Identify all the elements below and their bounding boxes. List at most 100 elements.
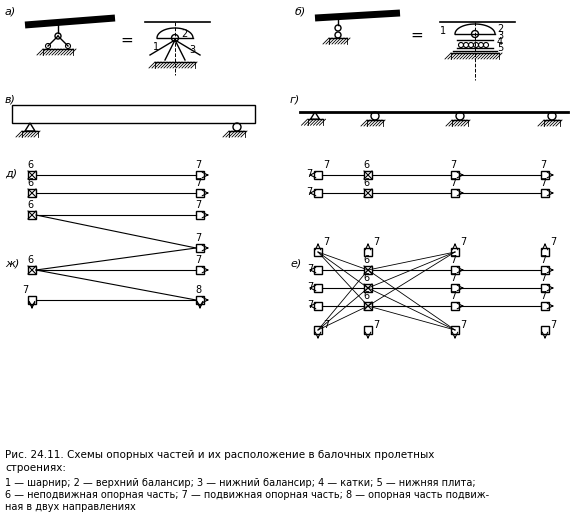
- Bar: [314, 302, 322, 310]
- Bar: [541, 302, 549, 310]
- Bar: [544, 120, 560, 126]
- Bar: [364, 326, 372, 334]
- Bar: [196, 296, 204, 304]
- Text: 2: 2: [181, 29, 187, 39]
- Bar: [196, 266, 204, 274]
- Bar: [314, 189, 322, 197]
- Bar: [28, 211, 36, 219]
- Text: 1 — шарнир; 2 — верхний балансир; 3 — нижний балансир; 4 — катки; 5 — нижняя пли: 1 — шарнир; 2 — верхний балансир; 3 — ни…: [5, 478, 476, 488]
- Bar: [451, 302, 459, 310]
- Text: 7: 7: [195, 160, 201, 170]
- Text: 7: 7: [195, 233, 201, 243]
- Text: 5: 5: [497, 43, 503, 53]
- Bar: [451, 326, 459, 334]
- Text: 7: 7: [323, 237, 329, 247]
- Bar: [196, 244, 204, 252]
- Text: 7: 7: [373, 320, 379, 330]
- Text: 7: 7: [540, 291, 546, 301]
- Bar: [308, 119, 323, 125]
- Bar: [364, 302, 372, 310]
- Text: г): г): [290, 95, 300, 105]
- Text: 6: 6: [363, 178, 369, 188]
- Bar: [12, 105, 255, 123]
- Bar: [28, 266, 36, 274]
- Bar: [196, 211, 204, 219]
- Bar: [541, 189, 549, 197]
- Text: 7: 7: [307, 264, 313, 274]
- Bar: [452, 120, 468, 126]
- Text: 7: 7: [373, 237, 379, 247]
- Text: б): б): [295, 7, 306, 17]
- Bar: [229, 131, 245, 137]
- Bar: [22, 131, 38, 137]
- Text: 7: 7: [323, 320, 329, 330]
- Bar: [541, 171, 549, 179]
- Text: 7: 7: [22, 285, 28, 295]
- Text: 6: 6: [363, 160, 369, 170]
- Text: 6: 6: [27, 160, 33, 170]
- Text: 7: 7: [450, 273, 456, 283]
- Text: 1: 1: [153, 42, 159, 52]
- Bar: [541, 326, 549, 334]
- Text: 7: 7: [540, 255, 546, 265]
- Text: 7: 7: [306, 169, 312, 179]
- Text: 7: 7: [460, 237, 466, 247]
- Bar: [364, 171, 372, 179]
- Text: 7: 7: [550, 237, 556, 247]
- Bar: [28, 296, 36, 304]
- Text: 7: 7: [450, 291, 456, 301]
- Bar: [196, 171, 204, 179]
- Bar: [314, 266, 322, 274]
- Bar: [196, 189, 204, 197]
- Text: 2: 2: [497, 24, 503, 34]
- Bar: [329, 38, 347, 44]
- Bar: [155, 62, 195, 68]
- Text: 6: 6: [363, 291, 369, 301]
- Text: 6 — неподвижная опорная часть; 7 — подвижная опорная часть; 8 — опорная часть по: 6 — неподвижная опорная часть; 7 — подви…: [5, 490, 489, 500]
- Text: 7: 7: [550, 320, 556, 330]
- Text: 7: 7: [323, 160, 329, 170]
- Text: 7: 7: [450, 178, 456, 188]
- Text: 7: 7: [195, 178, 201, 188]
- Text: 3: 3: [189, 45, 195, 55]
- Text: 6: 6: [363, 255, 369, 265]
- Text: 1: 1: [440, 26, 446, 36]
- Bar: [28, 189, 36, 197]
- Text: =: =: [410, 28, 423, 42]
- Bar: [541, 248, 549, 256]
- Bar: [451, 266, 459, 274]
- Bar: [314, 171, 322, 179]
- Bar: [541, 284, 549, 292]
- Text: д): д): [5, 168, 17, 178]
- Text: 8: 8: [195, 285, 201, 295]
- Text: 6: 6: [27, 200, 33, 210]
- Text: 7: 7: [460, 320, 466, 330]
- Text: 7: 7: [450, 160, 456, 170]
- Text: 7: 7: [540, 273, 546, 283]
- Bar: [367, 120, 383, 126]
- Text: 7: 7: [540, 160, 546, 170]
- Text: 6: 6: [363, 273, 369, 283]
- Bar: [451, 53, 499, 59]
- Bar: [364, 284, 372, 292]
- Bar: [43, 49, 73, 55]
- Bar: [28, 171, 36, 179]
- Bar: [314, 248, 322, 256]
- Text: ная в двух направлениях: ная в двух направлениях: [5, 502, 136, 512]
- Text: 7: 7: [540, 178, 546, 188]
- Text: е): е): [290, 258, 301, 268]
- Bar: [451, 248, 459, 256]
- Text: ж): ж): [5, 258, 19, 268]
- Text: 6: 6: [27, 255, 33, 265]
- Bar: [541, 266, 549, 274]
- Text: 3: 3: [497, 31, 503, 41]
- Text: а): а): [5, 7, 16, 17]
- Bar: [314, 284, 322, 292]
- Text: 7: 7: [450, 255, 456, 265]
- Bar: [364, 189, 372, 197]
- Text: 7: 7: [195, 200, 201, 210]
- Text: 7: 7: [195, 255, 201, 265]
- Bar: [451, 171, 459, 179]
- Text: Рис. 24.11. Схемы опорных частей и их расположение в балочных пролетных: Рис. 24.11. Схемы опорных частей и их ра…: [5, 450, 434, 460]
- Text: 4: 4: [497, 37, 503, 47]
